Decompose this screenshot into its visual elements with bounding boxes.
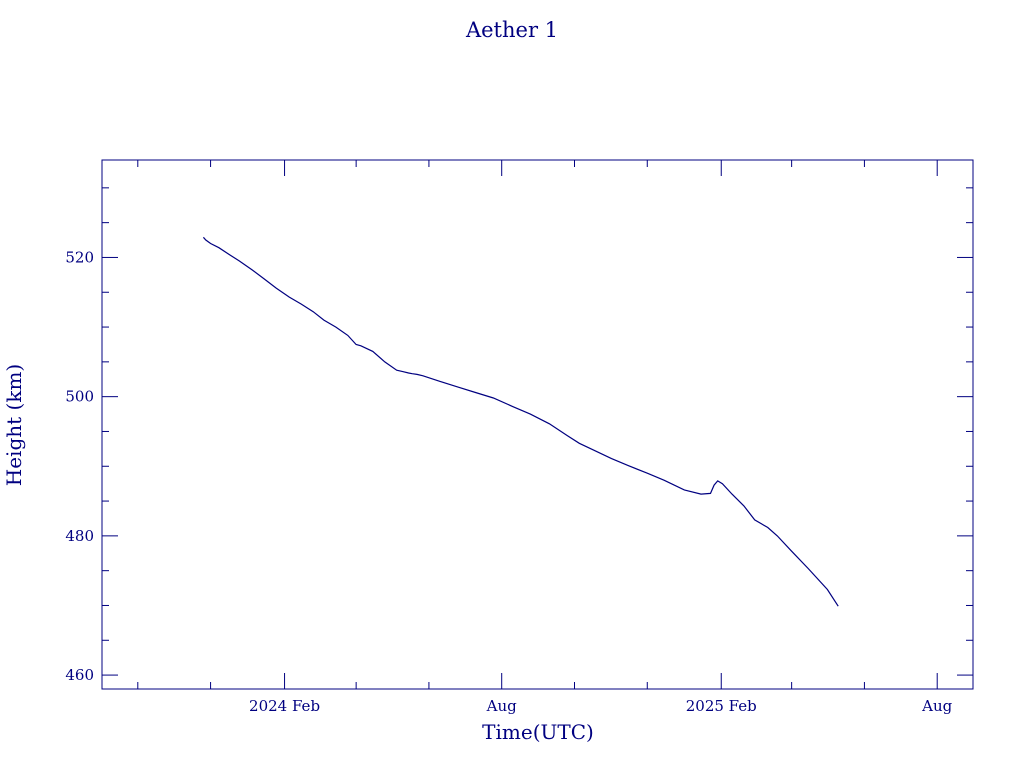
y-tick-label: 480 [65,527,94,545]
x-tick-label: Aug [486,697,517,715]
x-tick-label: 2024 Feb [249,697,320,715]
plot-frame [101,159,974,690]
y-tick-label: 520 [65,248,94,266]
height-series-line [202,236,839,607]
x-tick-label: 2025 Feb [686,697,757,715]
tick-labels-layer: 460 480 500 520 2024 Feb Aug 2025 Feb Aug [65,248,952,715]
y-tick-label: 500 [65,388,94,406]
x-axis-label: Time(UTC) [482,720,594,744]
ticks-layer [102,160,973,689]
y-tick-label: 460 [65,666,94,684]
chart-title: Aether 1 [465,18,558,42]
x-tick-label: Aug [921,697,952,715]
y-axis-label: Height (km) [2,364,26,486]
